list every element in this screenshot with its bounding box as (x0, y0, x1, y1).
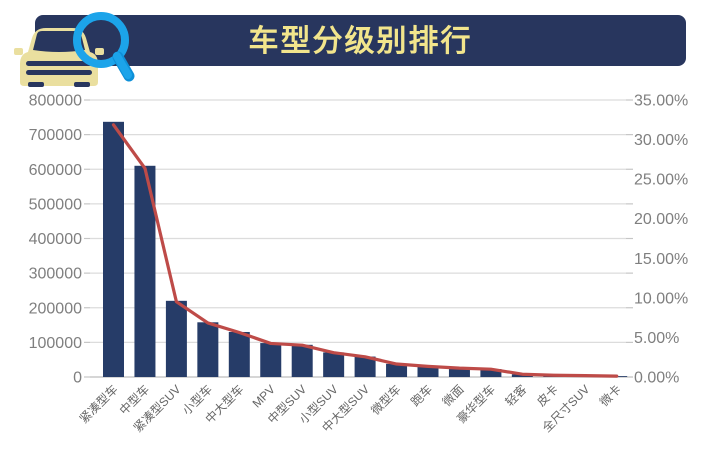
bar (386, 363, 408, 377)
bars-series (103, 121, 628, 377)
y-right-tick-label: 15.00% (634, 251, 688, 268)
y-right-tick-label: 5.00% (634, 330, 679, 347)
magnifier-icon (73, 12, 135, 82)
x-tick-label: 跑车 (408, 382, 436, 410)
y-right-tick-label: 10.00% (634, 290, 688, 307)
x-tick-label: MPV (250, 382, 278, 410)
y-right-tick-label: 0.00% (634, 370, 679, 387)
share-line (111, 123, 619, 378)
y-left-tick-label: 800000 (29, 93, 82, 110)
bar (134, 165, 156, 377)
car-with-magnifier-icon (14, 6, 146, 106)
car-magnifier-svg (14, 12, 135, 87)
x-tick-label: 微型车 (368, 382, 404, 418)
x-tick-label: 轻客 (502, 382, 530, 410)
y-left-tick-label: 400000 (29, 231, 82, 248)
x-tick-label: 微卡 (597, 382, 624, 409)
y-left-tick-label: 700000 (29, 127, 82, 144)
bar (448, 367, 470, 377)
bar (228, 331, 250, 377)
bar (291, 344, 313, 377)
y-axis-left-labels: 800000 700000 600000 500000 400000 300000 2000… (29, 93, 82, 387)
bar (417, 366, 439, 377)
y-left-tick-label: 0 (73, 370, 82, 387)
y-axis-right-labels: 35.00% 30.00% 25.00% 20.00% 15.00% 10.00% 5.00… (634, 93, 688, 387)
bar (354, 356, 376, 377)
bar (323, 352, 345, 377)
page-title: 车型分级别排行 (248, 24, 473, 58)
y-left-tick-label: 200000 (29, 300, 82, 317)
y-right-tick-label: 35.00% (634, 93, 688, 110)
y-right-tick-label: 25.00% (634, 172, 688, 189)
y-left-tick-label: 500000 (29, 196, 82, 213)
header-banner: 车型分级别排行 (35, 15, 686, 66)
bar (103, 121, 124, 377)
x-tick-label: 皮卡 (534, 382, 561, 409)
bar (197, 322, 219, 377)
y-left-tick-label: 100000 (29, 335, 82, 352)
x-tick-label: 紧凑型车 (76, 382, 121, 427)
bar (480, 369, 502, 377)
y-right-tick-label: 20.00% (634, 211, 688, 228)
y-left-tick-label: 600000 (29, 162, 82, 179)
x-tick-label: 微面 (440, 382, 467, 409)
y-left-tick-label: 300000 (29, 266, 82, 283)
bar (260, 343, 282, 377)
y-right-tick-label: 30.00% (634, 132, 688, 149)
bar (165, 300, 187, 377)
